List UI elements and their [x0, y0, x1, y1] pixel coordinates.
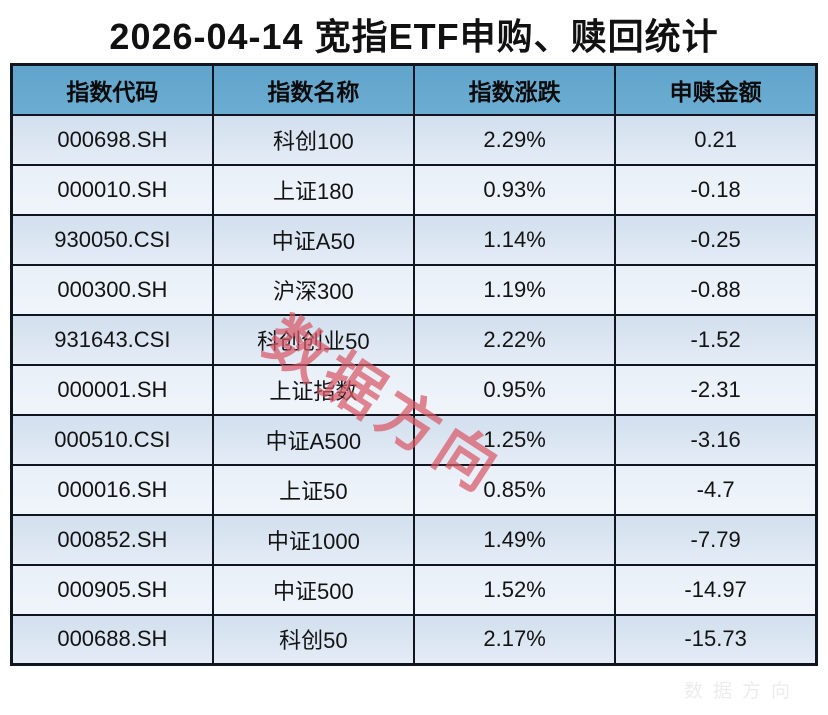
cell-index-code: 931643.CSI [10, 313, 214, 366]
cell-index-name: 上证指数 [211, 363, 416, 416]
table-row: 000510.CSI 中证A500 1.25% -3.16 [10, 413, 818, 466]
cell-subscription-amount: -14.97 [614, 563, 818, 616]
cell-subscription-amount: -0.25 [614, 213, 818, 266]
etf-flow-table: 指数代码 指数名称 指数涨跌 申赎金额 000698.SH 科创100 2.29% 0… [10, 63, 818, 666]
cell-subscription-amount: -2.31 [614, 363, 818, 416]
column-header-subscription-amount: 申赎金额 [614, 63, 818, 116]
cell-index-code: 000905.SH [10, 563, 214, 616]
cell-index-name: 中证1000 [211, 513, 416, 566]
cell-subscription-amount: -15.73 [614, 613, 818, 666]
cell-index-change: 1.25% [412, 413, 617, 466]
corner-watermark-text: 数据方向 [683, 681, 800, 702]
cell-index-name: 科创100 [211, 113, 416, 166]
cell-index-change: 2.17% [412, 613, 617, 666]
cell-index-code: 000010.SH [10, 163, 214, 216]
table-row: 931643.CSI 科创创业50 2.22% -1.52 [10, 313, 818, 366]
cell-subscription-amount: 0.21 [614, 113, 818, 166]
table-row: 000016.SH 上证50 0.85% -4.7 [10, 463, 818, 516]
page-title: 2026-04-14 宽指ETF申购、赎回统计 [109, 16, 719, 57]
cell-index-change: 0.93% [412, 163, 617, 216]
cell-index-name: 中证500 [211, 563, 416, 616]
cell-index-code: 000510.CSI [10, 413, 214, 466]
cell-index-name: 中证A50 [211, 213, 416, 266]
table-row: 000001.SH 上证指数 0.95% -2.31 [10, 363, 818, 416]
cell-subscription-amount: -0.18 [614, 163, 818, 216]
cell-index-name: 科创创业50 [211, 313, 416, 366]
cell-index-code: 000688.SH [10, 613, 214, 666]
cell-index-code: 930050.CSI [10, 213, 214, 266]
cell-index-code: 000001.SH [10, 363, 214, 416]
cell-index-change: 1.14% [412, 213, 617, 266]
cell-subscription-amount: -0.88 [614, 263, 818, 316]
cell-subscription-amount: -1.52 [614, 313, 818, 366]
cell-subscription-amount: -3.16 [614, 413, 818, 466]
cell-index-name: 沪深300 [211, 263, 416, 316]
cell-index-name: 上证180 [211, 163, 416, 216]
table-row: 000010.SH 上证180 0.93% -0.18 [10, 163, 818, 216]
header-row: 指数代码 指数名称 指数涨跌 申赎金额 [10, 63, 818, 116]
column-header-index-change: 指数涨跌 [412, 63, 617, 116]
table-header: 指数代码 指数名称 指数涨跌 申赎金额 [10, 63, 818, 116]
table-row: 000698.SH 科创100 2.29% 0.21 [10, 113, 818, 166]
table-row: 000688.SH 科创50 2.17% -15.73 [10, 613, 818, 666]
cell-index-code: 000300.SH [10, 263, 214, 316]
cell-index-change: 2.22% [412, 313, 617, 366]
cell-index-name: 中证A500 [211, 413, 416, 466]
cell-index-change: 1.52% [412, 563, 617, 616]
table-row: 930050.CSI 中证A50 1.14% -0.25 [10, 213, 818, 266]
column-header-index-name: 指数名称 [211, 63, 416, 116]
cell-index-code: 000852.SH [10, 513, 214, 566]
cell-index-change: 2.29% [412, 113, 617, 166]
cell-index-change: 1.19% [412, 263, 617, 316]
table-row: 000852.SH 中证1000 1.49% -7.79 [10, 513, 818, 566]
cell-index-code: 000016.SH [10, 463, 214, 516]
cell-subscription-amount: -4.7 [614, 463, 818, 516]
table-row: 000905.SH 中证500 1.52% -14.97 [10, 563, 818, 616]
cell-index-change: 1.49% [412, 513, 617, 566]
cell-subscription-amount: -7.79 [614, 513, 818, 566]
cell-index-code: 000698.SH [10, 113, 214, 166]
column-header-index-code: 指数代码 [10, 63, 214, 116]
cell-index-name: 科创50 [211, 613, 416, 666]
cell-index-change: 0.95% [412, 363, 617, 416]
cell-index-name: 上证50 [211, 463, 416, 516]
cell-index-change: 0.85% [412, 463, 617, 516]
table-row: 000300.SH 沪深300 1.19% -0.88 [10, 263, 818, 316]
table-body: 000698.SH 科创100 2.29% 0.21 000010.SH 上证180 0.9… [10, 113, 818, 666]
